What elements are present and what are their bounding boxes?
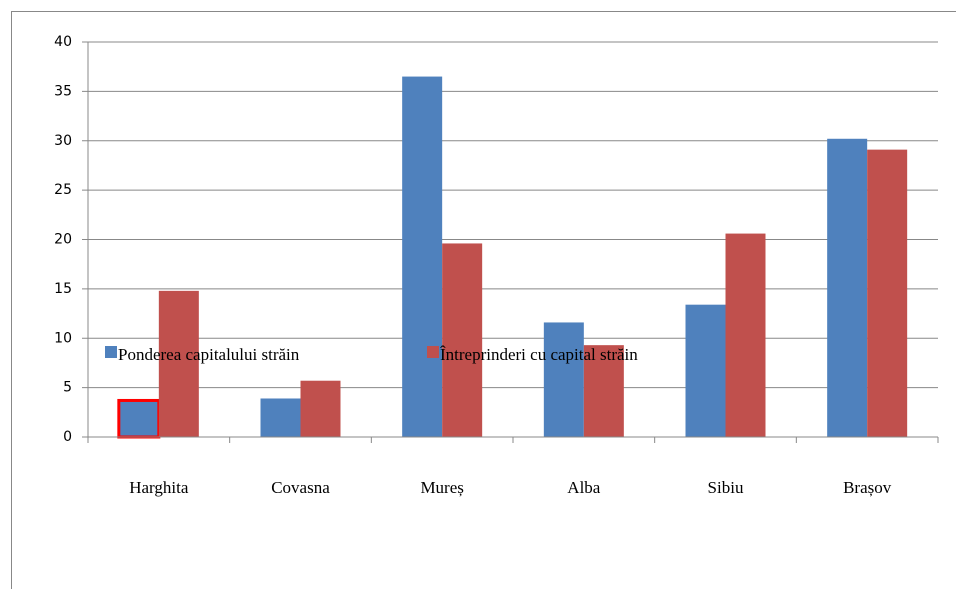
bar (827, 138, 868, 437)
x-tick-label: Mureș (420, 478, 463, 497)
bar (260, 398, 301, 437)
legend-swatch (105, 346, 117, 358)
y-tick-label: 15 (54, 281, 72, 297)
y-tick-label: 0 (63, 429, 72, 445)
bar (117, 398, 161, 439)
bar (867, 149, 908, 437)
legend-label: Ponderea capitalului străin (118, 345, 300, 364)
bar (685, 304, 726, 437)
x-tick-label: Covasna (271, 478, 330, 497)
y-tick-label: 10 (54, 330, 72, 346)
y-tick-label: 5 (63, 380, 72, 396)
y-tick-label: 30 (54, 133, 72, 149)
y-tick-label: 25 (54, 182, 72, 198)
bar (442, 243, 483, 437)
legend-label: Întreprinderi cu capital străin (440, 345, 638, 364)
y-tick-label: 35 (54, 83, 72, 99)
bar (725, 233, 766, 437)
x-tick-label: Brașov (843, 478, 892, 497)
y-tick-label: 40 (54, 34, 72, 50)
bar (543, 322, 584, 437)
legend-swatch (427, 346, 439, 358)
x-tick-label: Sibiu (708, 478, 744, 497)
bar (583, 345, 624, 437)
x-tick-label: Harghita (129, 478, 189, 497)
chart-border (11, 11, 956, 589)
bar (300, 380, 341, 437)
x-tick-label: Alba (567, 478, 601, 497)
bar (402, 76, 443, 437)
bar (158, 290, 199, 437)
y-tick-label: 20 (54, 232, 72, 248)
